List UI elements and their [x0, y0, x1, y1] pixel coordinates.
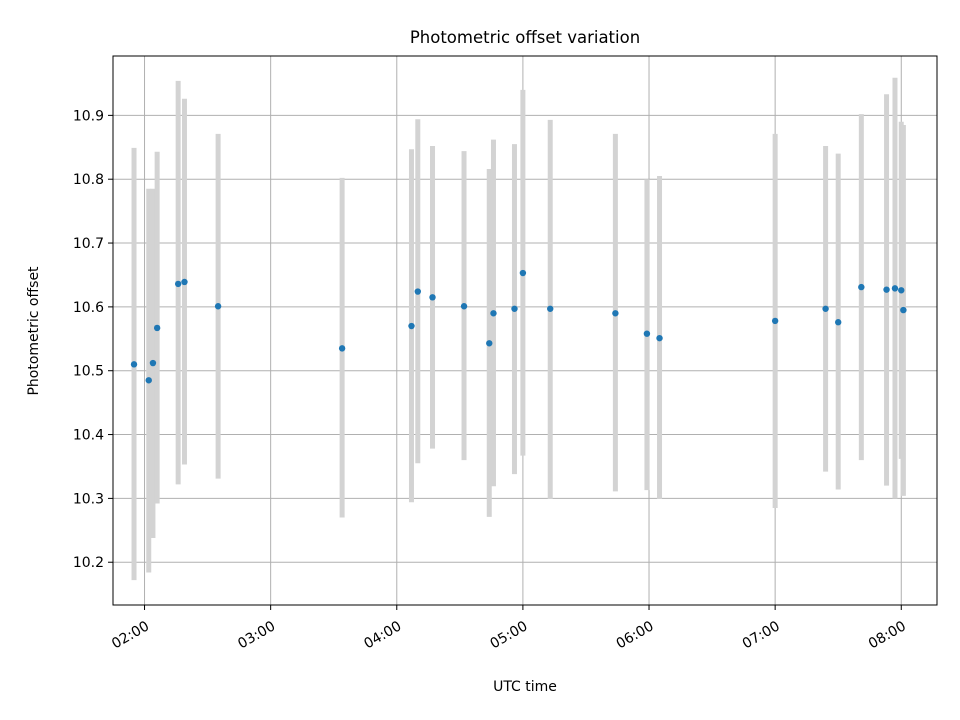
data-points [130, 269, 907, 384]
chart-title: Photometric offset variation [410, 28, 640, 47]
data-point [153, 324, 161, 332]
y-tick-label: 10.7 [73, 236, 104, 252]
y-tick-label: 10.4 [73, 428, 104, 444]
data-point [656, 334, 663, 342]
data-point [214, 303, 222, 310]
data-point [490, 310, 497, 317]
data-point [181, 278, 188, 286]
data-point [898, 287, 905, 294]
data-point [414, 288, 421, 295]
y-axis-label: Photometric offset [26, 266, 42, 396]
data-point [429, 294, 436, 301]
data-point [145, 377, 152, 384]
y-tick-label: 10.3 [73, 491, 104, 507]
data-point [891, 285, 899, 292]
data-point [858, 283, 865, 291]
y-tick-label: 10.6 [73, 300, 104, 316]
data-point [771, 317, 779, 325]
y-tick-label: 10.9 [73, 108, 104, 124]
data-point [519, 269, 527, 277]
y-tick-label: 10.2 [73, 555, 104, 571]
data-point [149, 359, 157, 367]
data-point [486, 340, 493, 347]
data-point [643, 330, 651, 337]
data-point [408, 322, 415, 330]
data-point [511, 305, 518, 312]
data-point [338, 345, 346, 352]
plot-frame [112, 55, 938, 606]
data-point [174, 280, 182, 288]
x-axis-label: UTC time [493, 679, 557, 695]
data-point [883, 286, 890, 293]
data-point [460, 303, 468, 310]
data-point [130, 361, 138, 368]
data-point [612, 310, 619, 317]
y-tick-label: 10.5 [73, 364, 104, 380]
y-tick-label: 10.8 [73, 172, 104, 188]
data-point [900, 306, 907, 314]
data-point [822, 305, 829, 312]
data-point [835, 319, 842, 326]
data-point [547, 305, 554, 312]
